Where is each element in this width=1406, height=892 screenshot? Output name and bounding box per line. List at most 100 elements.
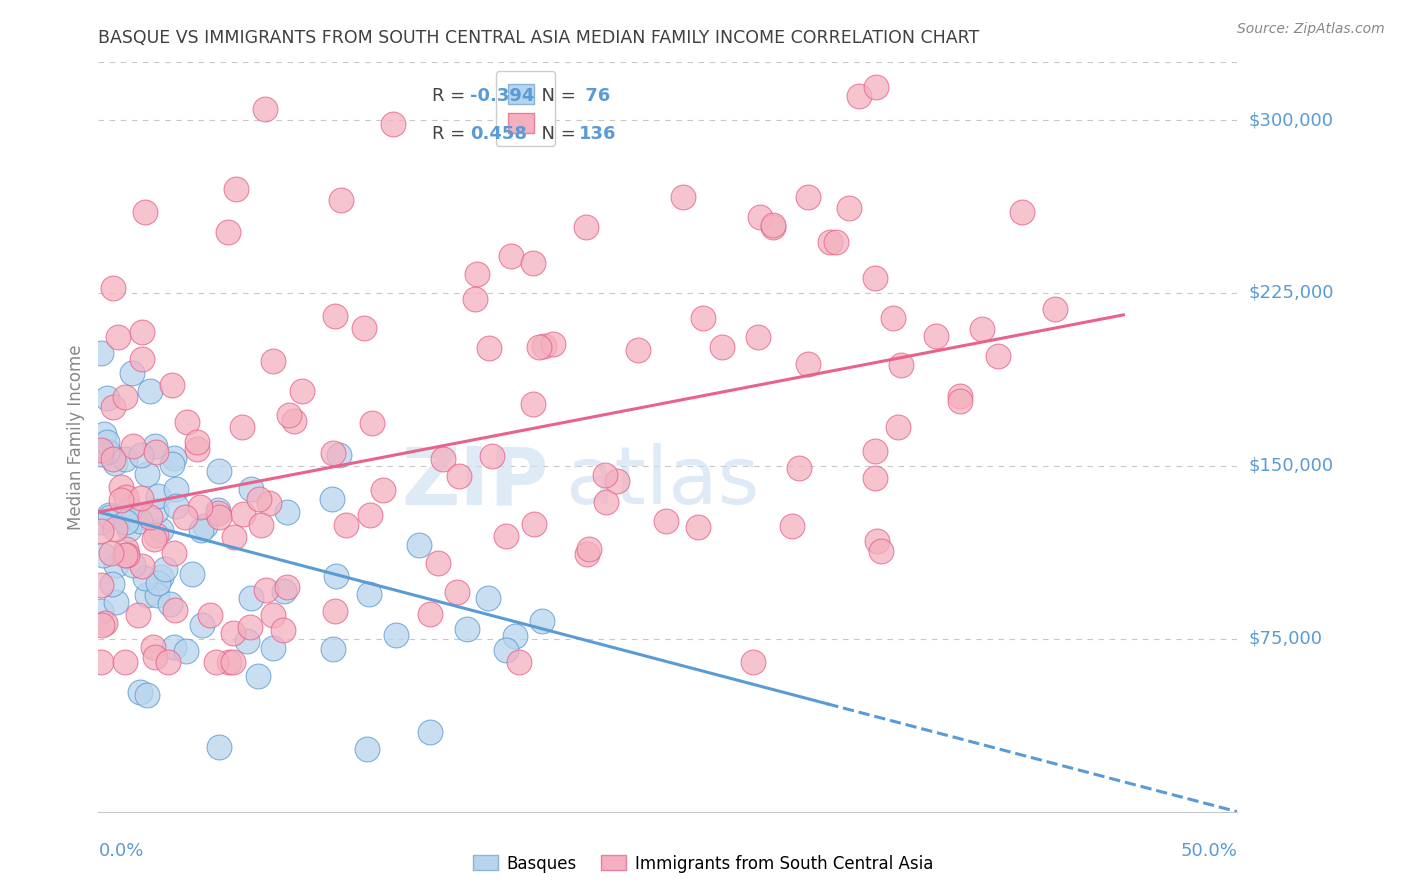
Point xyxy=(91,618,114,632)
Text: N =: N = xyxy=(530,125,582,143)
Point xyxy=(408,537,430,551)
Point xyxy=(262,354,284,368)
Point xyxy=(142,640,165,655)
Point xyxy=(323,603,346,617)
Point xyxy=(90,447,112,461)
Point xyxy=(104,558,127,573)
Point xyxy=(150,524,173,538)
Point xyxy=(146,489,169,503)
Point xyxy=(322,642,344,657)
Text: ZIP: ZIP xyxy=(401,443,548,521)
Point xyxy=(135,688,157,702)
Point xyxy=(232,507,254,521)
Point xyxy=(523,516,546,531)
Point xyxy=(163,546,186,560)
Point xyxy=(1011,205,1033,219)
Point xyxy=(160,457,183,471)
Point xyxy=(593,467,616,482)
Point xyxy=(522,397,544,411)
Point xyxy=(114,390,136,404)
Point xyxy=(359,508,381,522)
Point xyxy=(90,655,112,669)
Point xyxy=(114,548,136,562)
Point xyxy=(159,598,181,612)
Point xyxy=(143,439,166,453)
Point xyxy=(165,500,187,514)
Point xyxy=(820,235,842,249)
Point xyxy=(359,586,381,600)
Point xyxy=(508,655,530,669)
Point xyxy=(987,350,1010,364)
Point xyxy=(122,558,145,572)
Point xyxy=(96,444,118,458)
Point xyxy=(262,607,284,622)
Point xyxy=(481,449,503,463)
Point xyxy=(495,529,517,543)
Point xyxy=(495,643,517,657)
Point xyxy=(115,549,138,563)
Point xyxy=(163,602,186,616)
Point xyxy=(121,366,143,380)
Point xyxy=(277,409,299,423)
Point xyxy=(360,416,382,430)
Point xyxy=(217,225,239,239)
Point xyxy=(710,340,733,354)
Point xyxy=(90,345,112,359)
Point xyxy=(446,585,468,599)
Point xyxy=(672,190,695,204)
Point xyxy=(134,571,156,585)
Point xyxy=(101,451,124,466)
Point xyxy=(146,575,169,590)
Point xyxy=(90,578,112,592)
Point xyxy=(235,633,257,648)
Point xyxy=(949,394,972,409)
Point xyxy=(329,193,352,207)
Point xyxy=(218,655,240,669)
Text: N =: N = xyxy=(530,87,582,105)
Point xyxy=(145,528,167,542)
Point xyxy=(135,588,157,602)
Point xyxy=(335,518,357,533)
Point xyxy=(101,577,124,591)
Point xyxy=(276,580,298,594)
Text: 76: 76 xyxy=(579,87,610,105)
Point xyxy=(882,310,904,325)
Point xyxy=(208,464,231,478)
Text: R =: R = xyxy=(432,125,477,143)
Point xyxy=(173,510,195,524)
Point xyxy=(114,451,136,466)
Point xyxy=(125,511,148,525)
Point xyxy=(250,518,273,533)
Point xyxy=(246,668,269,682)
Point xyxy=(150,569,173,583)
Text: R =: R = xyxy=(432,87,471,105)
Text: $75,000: $75,000 xyxy=(1249,630,1323,648)
Point xyxy=(291,384,314,399)
Point xyxy=(578,541,600,556)
Point xyxy=(205,655,228,669)
Point xyxy=(207,507,229,521)
Legend: , : , xyxy=(496,71,555,145)
Point xyxy=(134,205,156,219)
Point xyxy=(522,256,544,270)
Text: -0.394: -0.394 xyxy=(470,87,534,105)
Point xyxy=(104,522,127,536)
Point xyxy=(325,568,347,582)
Point xyxy=(163,450,186,465)
Point xyxy=(686,520,709,534)
Point xyxy=(239,482,262,496)
Point xyxy=(531,614,554,628)
Point xyxy=(208,510,231,524)
Point xyxy=(136,467,159,481)
Text: $150,000: $150,000 xyxy=(1249,457,1333,475)
Point xyxy=(131,351,153,366)
Point xyxy=(121,440,143,454)
Point xyxy=(283,414,305,428)
Point xyxy=(692,310,714,325)
Point xyxy=(194,519,217,533)
Point xyxy=(890,358,912,372)
Point xyxy=(276,505,298,519)
Text: 50.0%: 50.0% xyxy=(1181,842,1237,860)
Text: BASQUE VS IMMIGRANTS FROM SOUTH CENTRAL ASIA MEDIAN FAMILY INCOME CORRELATION CH: BASQUE VS IMMIGRANTS FROM SOUTH CENTRAL … xyxy=(98,29,980,47)
Point xyxy=(529,340,551,354)
